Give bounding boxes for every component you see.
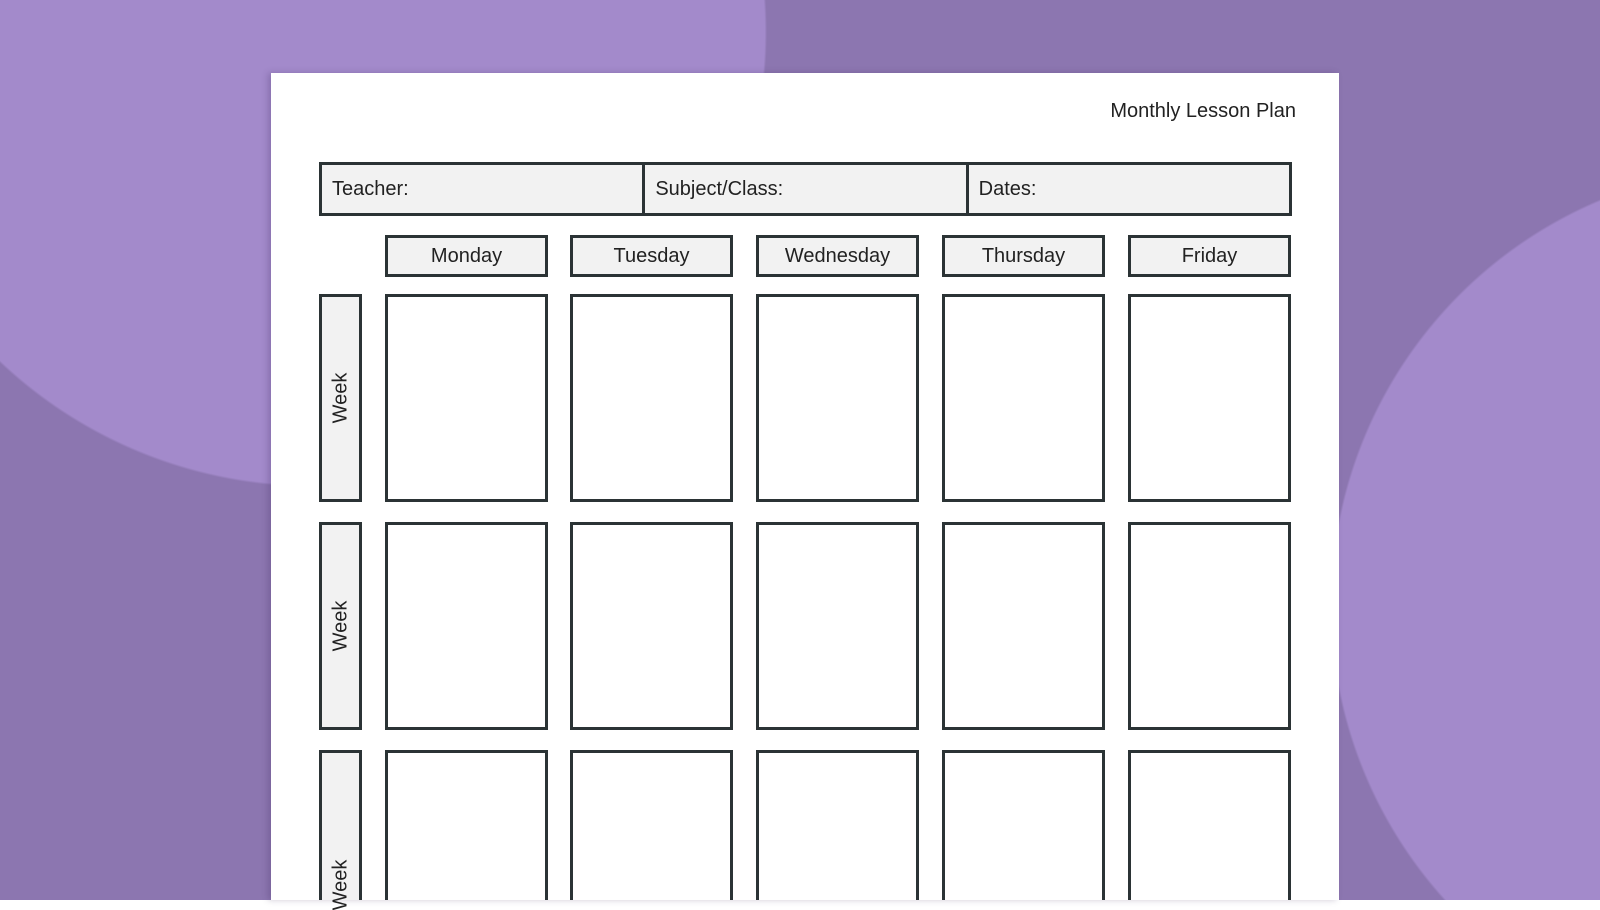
day-header-monday: Monday (385, 235, 548, 277)
week-label: Week (319, 750, 362, 910)
week-label-text: Week (329, 372, 351, 424)
lesson-cell[interactable] (756, 294, 919, 502)
day-header-wednesday: Wednesday (756, 235, 919, 277)
week-label: Week (319, 522, 362, 730)
day-header-tuesday: Tuesday (570, 235, 733, 277)
lesson-cell[interactable] (942, 522, 1105, 730)
lesson-plan-sheet: Monthly Lesson Plan Teacher: Subject/Cla… (271, 73, 1339, 910)
dates-field[interactable]: Dates: (978, 178, 1037, 200)
lesson-cell[interactable] (570, 522, 733, 730)
document-title: Monthly Lesson Plan (1110, 100, 1296, 122)
lesson-cell[interactable] (942, 750, 1105, 900)
subject-class-field[interactable]: Subject/Class: (645, 165, 969, 213)
header-fields: Teacher: Subject/Class: Dates: (319, 162, 1292, 216)
lesson-cell[interactable] (385, 750, 548, 900)
teacher-field[interactable]: Teacher: (322, 165, 646, 213)
lesson-cell[interactable] (385, 522, 548, 730)
week-label-text: Week (329, 600, 351, 652)
lesson-cell[interactable] (570, 750, 733, 900)
lesson-cell[interactable] (1128, 522, 1291, 730)
week-label: Week (319, 294, 362, 502)
lesson-cell[interactable] (1128, 294, 1291, 502)
lesson-cell[interactable] (570, 294, 733, 502)
lesson-cell[interactable] (1128, 750, 1291, 900)
day-header-friday: Friday (1128, 235, 1291, 277)
lesson-cell[interactable] (756, 750, 919, 900)
lesson-cell[interactable] (942, 294, 1105, 502)
lesson-cell[interactable] (756, 522, 919, 730)
week-label-text: Week (329, 859, 351, 910)
day-header-thursday: Thursday (942, 235, 1105, 277)
lesson-cell[interactable] (385, 294, 548, 502)
